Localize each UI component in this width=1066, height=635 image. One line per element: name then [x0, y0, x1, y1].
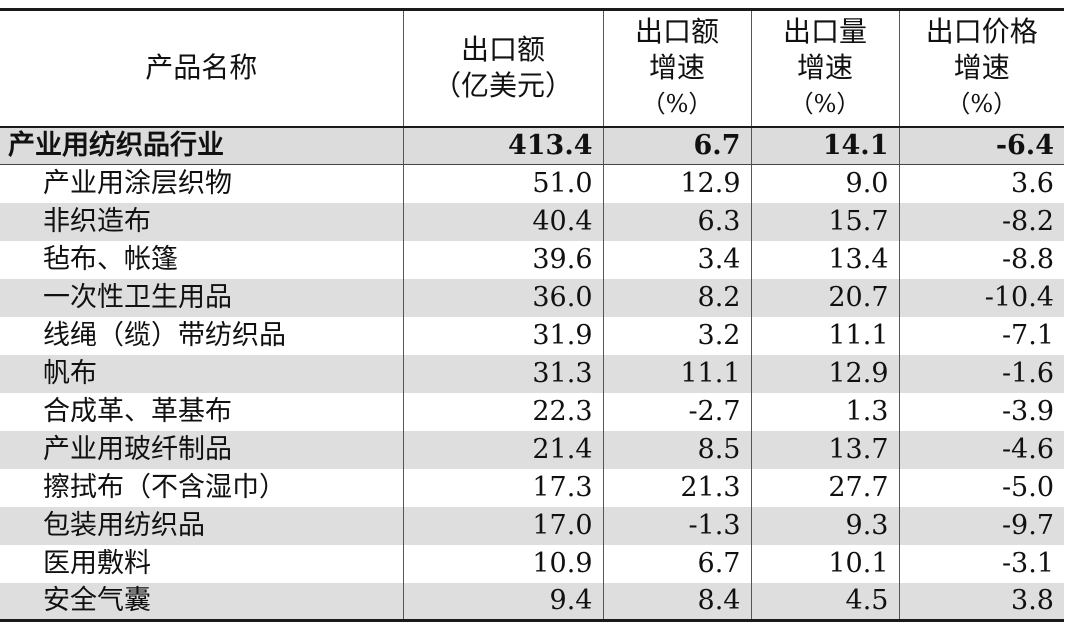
header-export-volume-growth: 出口量 增速 （%） [750, 9, 899, 127]
cell-export-volume-growth: 10.1 [750, 544, 899, 583]
cell-export-value-growth: -1.3 [602, 506, 751, 545]
cell-product-name: 产业用涂层织物 [43, 167, 232, 199]
header-product-name: 产品名称 [145, 51, 258, 85]
cell-export-value: 22.3 [402, 392, 603, 431]
cell-export-price-growth: 3.6 [898, 164, 1064, 203]
cell-export-value-growth: 3.4 [602, 240, 751, 279]
cell-export-volume-growth: 15.7 [750, 202, 899, 241]
cell-export-volume-growth: 9.0 [750, 164, 899, 203]
table-row: 擦拭布（不含湿巾） 17.3 21.3 27.7 -5.0 [0, 468, 1064, 507]
cell-product-name: 毡布、帐篷 [43, 243, 178, 275]
cell-export-volume-growth: 1.3 [750, 392, 899, 431]
cell-export-value-growth: 12.9 [602, 164, 751, 203]
cell-export-volume-growth: 14.1 [750, 126, 899, 165]
cell-export-volume-growth: 12.9 [750, 354, 899, 393]
textile-export-table: 产品名称 出口额 （亿美元） 出口额 增速 （%） 出口量 增速 （%） 出 [0, 8, 1064, 622]
cell-export-value: 413.4 [402, 126, 603, 165]
cell-product-name: 医用敷料 [43, 547, 151, 579]
cell-export-volume-growth: 13.4 [750, 240, 899, 279]
cell-product-name: 擦拭布（不含湿巾） [43, 471, 286, 503]
cell-export-value-growth: 11.1 [602, 354, 751, 393]
header-export-price-growth: 出口价格 增速 （%） [898, 9, 1064, 127]
cell-product-name: 包装用纺织品 [0, 506, 403, 545]
table-row-total: 产业用纺织品行业 413.4 6.7 14.1 -6.4 [0, 126, 1064, 165]
cell-export-value: 40.4 [402, 202, 603, 241]
cell-export-price-growth: 3.8 [898, 582, 1064, 622]
cell-product-name: 帆布 [0, 354, 403, 393]
cell-export-volume-growth: 11.1 [750, 316, 899, 355]
cell-product-name: 产业用纺织品行业 [0, 126, 403, 165]
header-export-value-growth: 出口额 增速 （%） [602, 9, 751, 127]
header-export-value: 出口额 （亿美元） [402, 9, 603, 127]
cell-export-value: 36.0 [402, 278, 603, 317]
table-row: 包装用纺织品 17.0 -1.3 9.3 -9.7 [0, 506, 1064, 545]
cell-product-name: 线绳（缆）带纺织品 [43, 319, 286, 351]
cell-export-price-growth: -5.0 [898, 468, 1064, 507]
cell-export-value: 9.4 [402, 582, 603, 622]
cell-export-value-growth: 8.4 [602, 582, 751, 622]
cell-product-name: 产业用玻纤制品 [0, 430, 403, 469]
table-row: 线绳（缆）带纺织品 31.9 3.2 11.1 -7.1 [0, 316, 1064, 355]
table-row: 产业用涂层织物 51.0 12.9 9.0 3.6 [0, 164, 1064, 203]
cell-export-value-growth: 8.2 [602, 278, 751, 317]
table-header-row: 产品名称 出口额 （亿美元） 出口额 增速 （%） 出口量 增速 （%） 出 [0, 9, 1064, 127]
cell-product-name: 安全气囊 [0, 582, 403, 622]
cell-export-value: 31.9 [402, 316, 603, 355]
cell-export-value: 39.6 [402, 240, 603, 279]
cell-export-price-growth: -1.6 [898, 354, 1064, 393]
cell-export-price-growth: -10.4 [898, 278, 1064, 317]
cell-export-value-growth: 6.3 [602, 202, 751, 241]
cell-export-volume-growth: 9.3 [750, 506, 899, 545]
cell-export-volume-growth: 20.7 [750, 278, 899, 317]
cell-product-name: 非织造布 [0, 202, 403, 241]
cell-export-volume-growth: 4.5 [750, 582, 899, 622]
cell-export-volume-growth: 27.7 [750, 468, 899, 507]
cell-export-price-growth: -8.2 [898, 202, 1064, 241]
cell-product-name: 合成革、革基布 [43, 395, 232, 427]
cell-export-value-growth: 6.7 [602, 126, 751, 165]
cell-product-name: 一次性卫生用品 [0, 278, 403, 317]
table-row: 毡布、帐篷 39.6 3.4 13.4 -8.8 [0, 240, 1064, 279]
cell-export-value-growth: -2.7 [602, 392, 751, 431]
cell-export-value-growth: 21.3 [602, 468, 751, 507]
cell-export-price-growth: -7.1 [898, 316, 1064, 355]
cell-export-value-growth: 8.5 [602, 430, 751, 469]
table-row: 帆布 31.3 11.1 12.9 -1.6 [0, 354, 1064, 393]
cell-export-value-growth: 6.7 [602, 544, 751, 583]
table-row: 一次性卫生用品 36.0 8.2 20.7 -10.4 [0, 278, 1064, 317]
table-row: 合成革、革基布 22.3 -2.7 1.3 -3.9 [0, 392, 1064, 431]
cell-export-value: 31.3 [402, 354, 603, 393]
table-row: 医用敷料 10.9 6.7 10.1 -3.1 [0, 544, 1064, 583]
cell-export-price-growth: -6.4 [898, 126, 1064, 165]
cell-export-value: 51.0 [402, 164, 603, 203]
cell-export-value: 21.4 [402, 430, 603, 469]
cell-export-value-growth: 3.2 [602, 316, 751, 355]
cell-export-value: 17.0 [402, 506, 603, 545]
export-table-container: 产品名称 出口额 （亿美元） 出口额 增速 （%） 出口量 增速 （%） 出 [0, 8, 1064, 622]
table-row: 安全气囊 9.4 8.4 4.5 3.8 [0, 582, 1064, 622]
cell-export-value: 10.9 [402, 544, 603, 583]
cell-export-price-growth: -3.9 [898, 392, 1064, 431]
table-row: 非织造布 40.4 6.3 15.7 -8.2 [0, 202, 1064, 241]
cell-export-price-growth: -8.8 [898, 240, 1064, 279]
cell-export-volume-growth: 13.7 [750, 430, 899, 469]
cell-export-price-growth: -3.1 [898, 544, 1064, 583]
cell-export-price-growth: -4.6 [898, 430, 1064, 469]
cell-export-price-growth: -9.7 [898, 506, 1064, 545]
table-row: 产业用玻纤制品 21.4 8.5 13.7 -4.6 [0, 430, 1064, 469]
cell-export-value: 17.3 [402, 468, 603, 507]
